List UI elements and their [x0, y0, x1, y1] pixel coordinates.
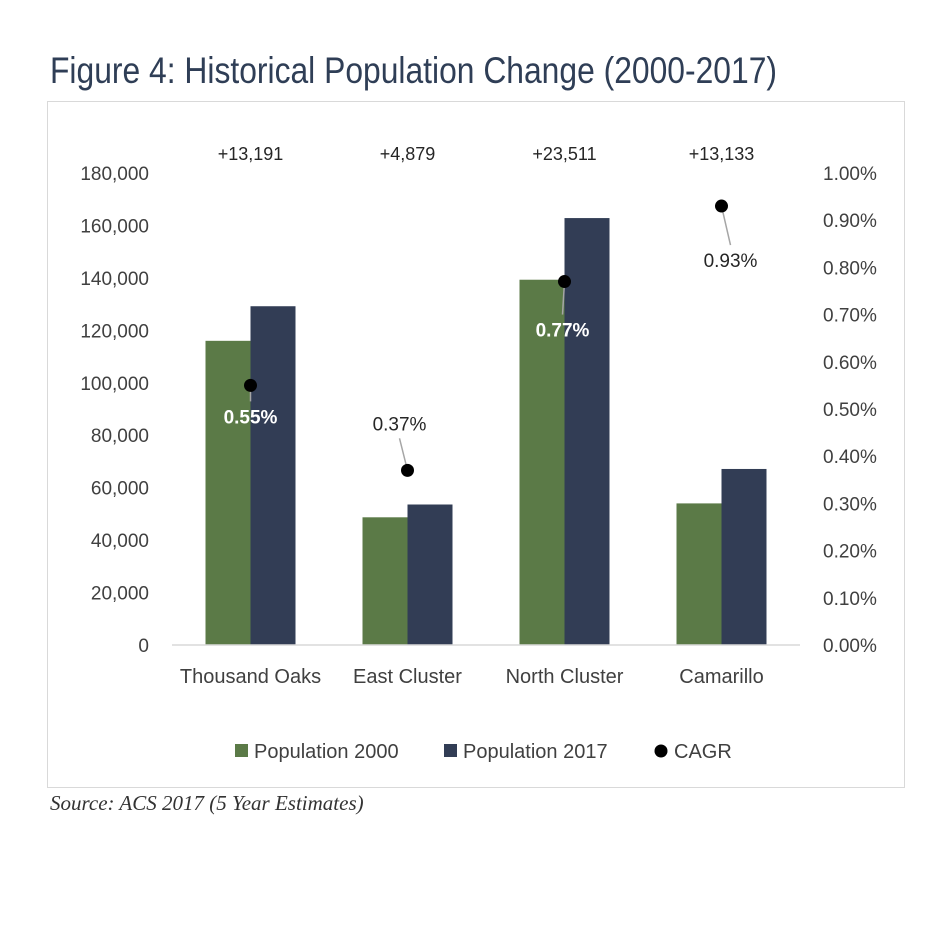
change-annotation: +13,133 — [689, 144, 755, 164]
y2-axis-tick-label: 0.40% — [823, 447, 877, 468]
cagr-point — [401, 463, 414, 477]
y2-axis-tick-label: 1.00% — [823, 164, 877, 185]
y-axis-tick-label: 100,000 — [80, 374, 149, 395]
y-axis-tick-label: 140,000 — [80, 269, 149, 290]
change-annotation: +23,511 — [532, 144, 596, 164]
cagr-leader-line — [720, 205, 732, 246]
y2-axis-tick-label: 0.60% — [823, 353, 877, 374]
legend-marker-cagr — [654, 744, 668, 758]
source-note: Source: ACS 2017 (5 Year Estimates) — [50, 791, 364, 815]
bar-population-2017 — [564, 218, 610, 646]
cagr-point — [244, 378, 257, 392]
y2-axis-tick-label: 0.20% — [823, 542, 877, 563]
y2-axis-tick-label: 0.00% — [823, 636, 877, 657]
cagr-point — [715, 199, 728, 213]
bar-population-2000 — [362, 517, 408, 645]
y-axis-tick-label: 80,000 — [91, 426, 149, 447]
y2-axis-tick-label: 0.50% — [823, 400, 877, 421]
y-axis-tick-label: 40,000 — [91, 531, 149, 552]
y2-axis-tick-label: 0.70% — [823, 306, 877, 327]
bar-population-2017 — [250, 306, 296, 645]
y-axis-tick-label: 60,000 — [91, 479, 149, 500]
cagr-data-label: 0.37% — [373, 414, 427, 435]
y2-axis-tick-label: 0.30% — [823, 494, 877, 515]
y2-axis-tick-label: 0.80% — [823, 258, 877, 279]
bar-population-2000 — [676, 503, 722, 645]
y-axis-tick-label: 160,000 — [80, 216, 149, 237]
y2-axis-tick-label: 0.90% — [823, 211, 877, 232]
y-axis-tick-label: 0 — [138, 636, 149, 657]
x-axis-category-label: North Cluster — [506, 666, 624, 688]
legend-label: Population 2000 — [254, 741, 399, 763]
legend-swatch-population-2017 — [444, 744, 457, 757]
x-axis-category-label: Camarillo — [679, 666, 763, 688]
figure-title: Figure 4: Historical Population Change (… — [50, 50, 777, 91]
bar-population-2017 — [407, 504, 453, 645]
y2-axis-tick-label: 0.10% — [823, 589, 877, 610]
chart-frame — [47, 101, 905, 788]
change-annotation: +13,191 — [218, 144, 284, 164]
bar-population-2000 — [205, 340, 251, 645]
cagr-point — [558, 275, 571, 289]
y-axis-tick-label: 180,000 — [80, 164, 149, 185]
cagr-data-label: 0.77% — [536, 321, 590, 342]
cagr-data-label: 0.55% — [224, 407, 278, 428]
x-axis-category-label: Thousand Oaks — [180, 666, 321, 688]
cagr-data-label: 0.93% — [704, 251, 758, 272]
legend-label: Population 2017 — [463, 741, 608, 763]
y-axis-tick-label: 120,000 — [80, 321, 149, 342]
y-axis-tick-label: 20,000 — [91, 584, 149, 605]
legend-label: CAGR — [674, 741, 732, 763]
bar-population-2000 — [519, 279, 565, 645]
change-annotation: +4,879 — [380, 144, 436, 164]
legend-swatch-population-2000 — [235, 744, 248, 757]
bar-population-2017 — [721, 468, 767, 645]
x-axis-category-label: East Cluster — [353, 666, 462, 688]
